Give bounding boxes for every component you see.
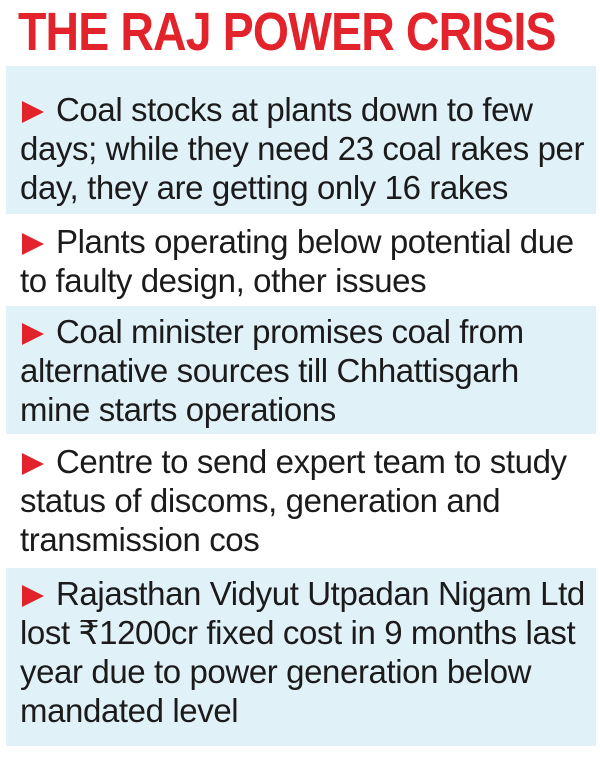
bullet-item-coal-minister: Coal minister promises coal from alterna…	[6, 304, 596, 434]
page-title: THE RAJ POWER CRISIS	[6, 0, 556, 64]
bullet-item-expert-team: Centre to send expert team to study stat…	[6, 434, 596, 566]
bullet-text: Coal minister promises coal from alterna…	[20, 313, 524, 428]
arrow-right-icon	[22, 233, 44, 255]
arrow-right-icon	[22, 453, 44, 475]
bullet-item-plants-below-potential: Plants operating below potential due to …	[6, 214, 596, 304]
bullet-text: Centre to send expert team to study stat…	[20, 443, 567, 558]
arrow-right-icon	[22, 585, 44, 607]
bullet-item-coal-stocks: Coal stocks at plants down to few days; …	[6, 64, 596, 214]
bullet-text: Rajasthan Vidyut Utpadan Nigam Ltd lost …	[20, 575, 585, 729]
bullet-text: Coal stocks at plants down to few days; …	[20, 91, 585, 206]
arrow-right-icon	[22, 101, 44, 123]
bullet-text: Plants operating below potential due to …	[20, 223, 574, 299]
bullet-item-fixed-cost-loss: Rajasthan Vidyut Utpadan Nigam Ltd lost …	[6, 566, 596, 746]
bullet-list: Coal stocks at plants down to few days; …	[6, 64, 596, 746]
arrow-right-icon	[22, 323, 44, 345]
